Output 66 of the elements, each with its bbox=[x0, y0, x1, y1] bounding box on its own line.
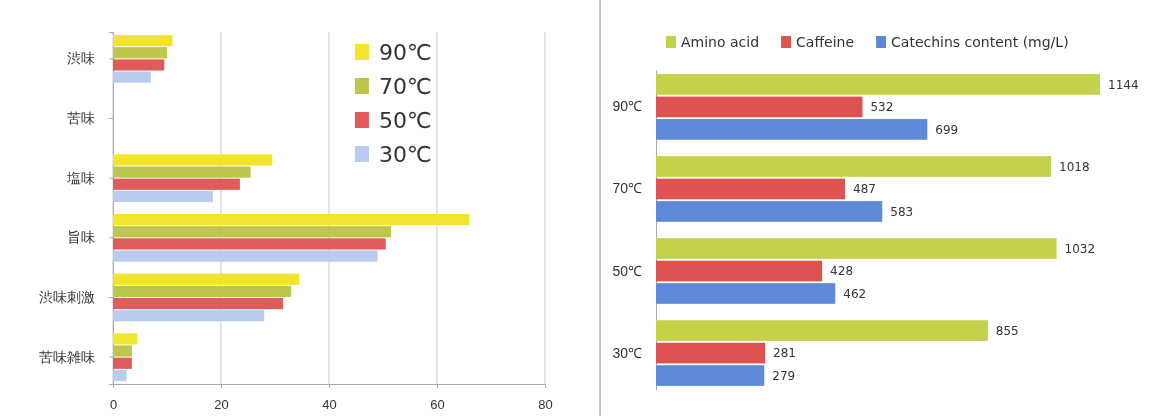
y-tick-label: 90℃ bbox=[612, 98, 642, 115]
bar bbox=[656, 96, 863, 118]
x-tick-label: 20 bbox=[214, 397, 229, 413]
bar bbox=[113, 190, 213, 203]
bar bbox=[656, 201, 883, 222]
data-label: 583 bbox=[890, 204, 914, 219]
x-tick-label: 60 bbox=[430, 397, 445, 413]
bar bbox=[656, 283, 836, 304]
x-tick-label: 0 bbox=[109, 397, 118, 413]
y-tick-label: 苦味 bbox=[67, 109, 95, 126]
bar bbox=[656, 178, 846, 200]
bar bbox=[113, 47, 167, 59]
bar bbox=[656, 238, 1057, 259]
bar bbox=[113, 357, 132, 369]
y-tick-label: 70℃ bbox=[612, 180, 642, 197]
y-tick-label: 苦味雑味 bbox=[39, 348, 95, 365]
data-label: 1144 bbox=[1108, 77, 1139, 92]
bar bbox=[656, 156, 1052, 177]
bar bbox=[113, 213, 470, 226]
bar bbox=[656, 260, 823, 282]
bar bbox=[113, 369, 127, 382]
bar bbox=[113, 238, 386, 250]
data-label: 428 bbox=[830, 264, 854, 279]
bar bbox=[113, 345, 132, 357]
data-label: 855 bbox=[995, 323, 1019, 338]
y-tick-label: 塩味 bbox=[66, 169, 95, 186]
legend-label: 30℃ bbox=[378, 141, 432, 167]
y-tick-label: 50℃ bbox=[612, 262, 642, 279]
y-tick-label: 渋味刺激 bbox=[39, 288, 95, 305]
data-label: 487 bbox=[853, 182, 876, 197]
legend-label: Amino acid bbox=[681, 33, 760, 50]
legend-label: 50℃ bbox=[378, 107, 432, 133]
bar bbox=[113, 226, 392, 238]
legend-label: Catechins content (mg/L) bbox=[891, 33, 1069, 50]
bar bbox=[113, 71, 151, 83]
bar bbox=[113, 154, 273, 166]
legend-label: 70℃ bbox=[378, 73, 432, 99]
y-tick-label: 旨味 bbox=[67, 229, 95, 246]
bar bbox=[113, 333, 138, 345]
bar bbox=[113, 310, 265, 322]
bar bbox=[113, 178, 240, 190]
data-label: 462 bbox=[843, 286, 867, 301]
legend-label: Caffeine bbox=[796, 33, 855, 50]
bar bbox=[113, 285, 292, 297]
x-tick-label: 80 bbox=[538, 397, 553, 413]
bar bbox=[656, 74, 1100, 95]
data-label: 1032 bbox=[1064, 241, 1096, 256]
bar bbox=[113, 34, 173, 47]
data-label: 279 bbox=[772, 368, 796, 383]
y-tick-label: 渋味 bbox=[67, 50, 95, 67]
bar bbox=[113, 250, 378, 262]
x-tick-label: 40 bbox=[322, 397, 337, 413]
bar bbox=[113, 166, 251, 178]
bar bbox=[113, 297, 284, 310]
bar bbox=[113, 273, 300, 285]
data-label: 1018 bbox=[1059, 159, 1090, 174]
bar bbox=[656, 365, 765, 386]
legend-label: 90℃ bbox=[378, 39, 432, 65]
y-tick-label: 30℃ bbox=[612, 344, 642, 361]
bar bbox=[656, 342, 766, 364]
data-label: 532 bbox=[870, 100, 894, 115]
bar bbox=[656, 119, 928, 140]
data-label: 699 bbox=[935, 122, 959, 137]
data-label: 281 bbox=[773, 346, 796, 361]
bar bbox=[113, 59, 165, 71]
bar bbox=[656, 320, 988, 341]
